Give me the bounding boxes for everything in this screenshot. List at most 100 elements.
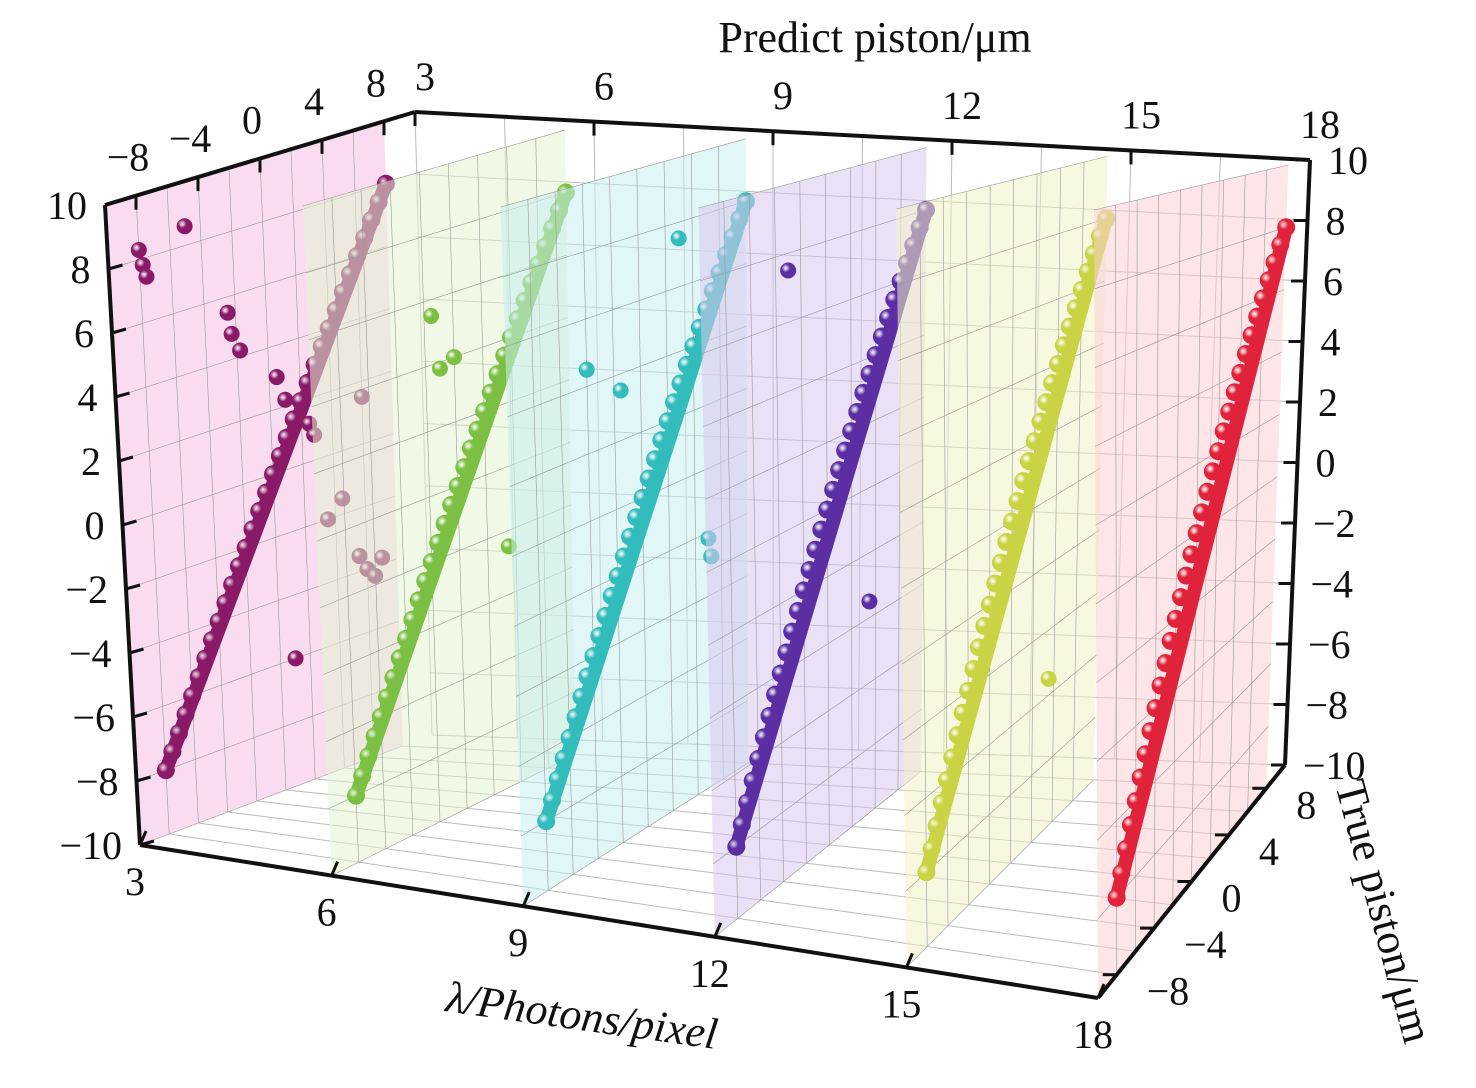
data-point [1151, 676, 1170, 695]
data-point [1066, 299, 1085, 318]
data-point [766, 685, 785, 704]
data-point [749, 749, 768, 768]
tick-mark [122, 519, 137, 527]
plane-grid-line [1094, 227, 1287, 290]
z-tick-label: −8 [1306, 683, 1349, 728]
data-point [1156, 654, 1175, 673]
outlier-point [219, 304, 236, 321]
data-point [481, 383, 500, 402]
tick-mark [136, 775, 151, 783]
outlier-point [780, 262, 797, 279]
outlier-point [138, 268, 155, 285]
outlier-point [277, 391, 294, 408]
data-point [943, 748, 962, 767]
data-point [959, 681, 978, 700]
data-point [291, 392, 310, 411]
tick-mark [521, 891, 531, 907]
data-point [1177, 566, 1196, 585]
data-point [794, 581, 813, 600]
data-point [537, 812, 556, 831]
data-point [986, 574, 1005, 593]
z-tick-label: 10 [47, 183, 87, 228]
outlier-point [423, 307, 440, 324]
data-point [732, 815, 751, 834]
data-point [1187, 524, 1206, 543]
data-point [948, 726, 967, 745]
data-point [442, 495, 461, 514]
data-point [250, 501, 269, 520]
data-point [548, 770, 567, 789]
data-point [475, 402, 494, 421]
outlier-point [446, 349, 463, 366]
data-point [754, 728, 773, 747]
data-point [1161, 631, 1180, 650]
data-point [1242, 326, 1261, 345]
data-point [347, 786, 366, 805]
plane-grid-line [898, 280, 1105, 361]
z-tick-label: −4 [1311, 562, 1354, 607]
data-point [169, 723, 188, 742]
z-tick-label: 6 [74, 311, 94, 356]
lambda-planes [104, 121, 1296, 999]
data-point [922, 839, 941, 858]
z-tick-label: 4 [78, 375, 98, 420]
z-tick-label: −6 [1308, 622, 1351, 667]
data-point [1182, 545, 1201, 564]
outlier-point [287, 650, 304, 667]
tick-mark [905, 952, 914, 968]
data-point [788, 601, 807, 620]
data-point [621, 527, 640, 546]
plane-grid-line [901, 467, 1101, 589]
plane-grid-line [1095, 414, 1280, 526]
data-point [403, 610, 422, 629]
data-point [1248, 307, 1267, 326]
x-axis-title: λ/Photons/pixel [441, 972, 720, 1059]
plane-grid-line [711, 646, 923, 792]
data-point [806, 540, 825, 559]
tick-mark [118, 455, 134, 463]
data-point [614, 547, 633, 566]
data-point [818, 500, 837, 519]
data-point [1166, 609, 1185, 628]
data-point [1198, 482, 1217, 501]
plane-lambda-9 [500, 138, 749, 907]
tick-mark [139, 839, 155, 847]
outlier-point [431, 360, 448, 377]
data-point [1203, 462, 1222, 481]
z-axis-title: Predict piston/μm [718, 13, 1031, 62]
z-tick-label: −2 [65, 567, 108, 612]
data-point [1126, 792, 1145, 811]
data-point [378, 688, 397, 707]
tick-mark [713, 922, 723, 938]
plane-grid-line [903, 592, 1098, 741]
data-point [189, 668, 208, 687]
outlier-point [1040, 670, 1057, 687]
plane-grid-line [905, 717, 1096, 892]
z-tick-label: 4 [1321, 320, 1341, 365]
plane-grid-line [897, 218, 1107, 286]
plane-grid-line [701, 272, 926, 355]
data-point [488, 365, 507, 384]
data-point [783, 622, 802, 641]
data-point [1277, 218, 1296, 237]
x-tick-label: 6 [317, 890, 337, 935]
data-point [975, 616, 994, 635]
plane-grid-line [698, 147, 927, 209]
y-tick-label: 4 [1259, 829, 1279, 874]
tick-mark [138, 830, 148, 846]
data-point [277, 428, 296, 447]
outlier-point [130, 241, 147, 258]
y-tick-label: 4 [304, 79, 324, 124]
tick-labels: −10 −10 −8 −8 −6 −6 −4 −4 −2 −2 0 0 2 2 4 4 6 6 8 8 10 10 3 3 6 6… [47, 54, 1368, 1057]
data-point [1214, 422, 1233, 441]
z-tick-label: −8 [76, 759, 119, 804]
z-tick-label: 10 [1328, 138, 1368, 183]
data-point [658, 412, 677, 431]
data-point [1136, 745, 1155, 764]
x-tick-label: 15 [881, 981, 921, 1026]
x-tick-label: 9 [773, 73, 793, 118]
axis-line [139, 843, 1099, 1000]
plane-grid-line [896, 155, 1108, 210]
tick-mark [129, 647, 144, 655]
data-point [1072, 280, 1091, 299]
